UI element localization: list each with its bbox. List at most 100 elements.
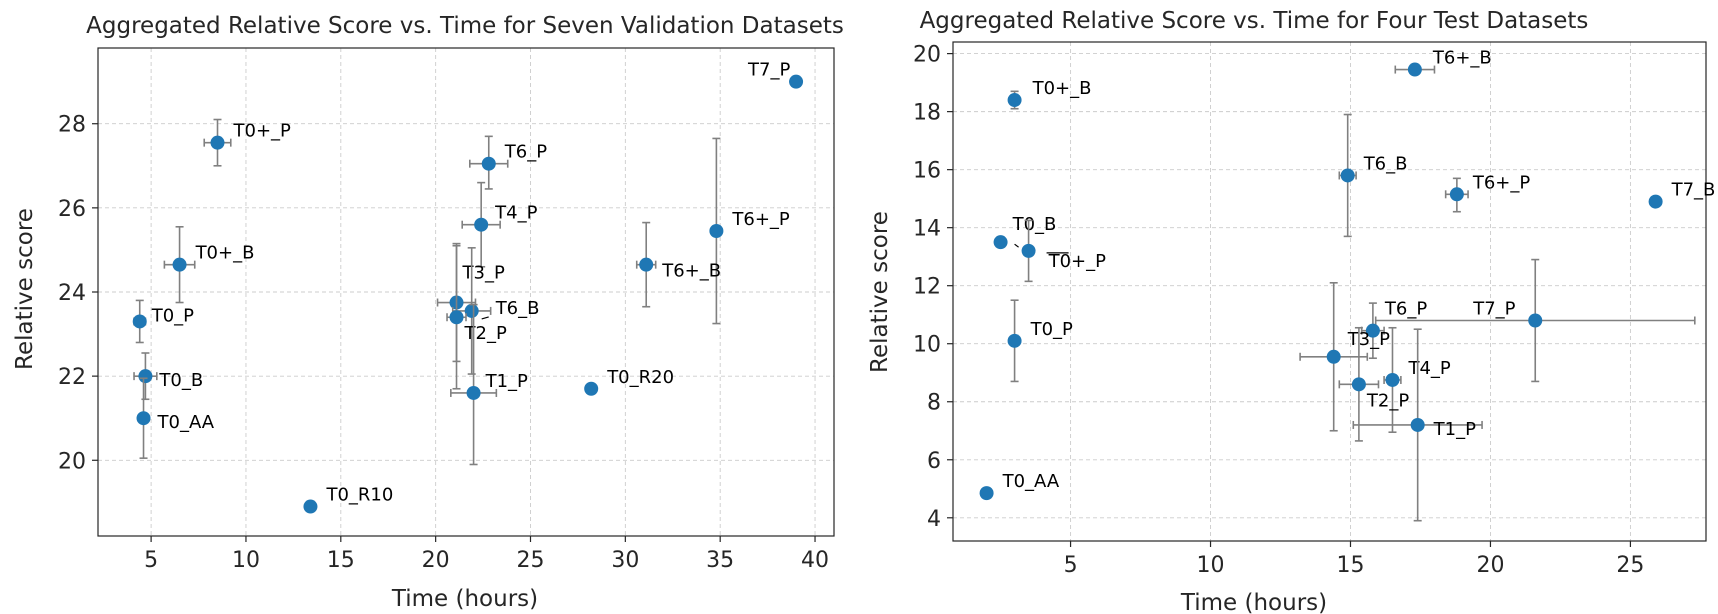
label-leader [481, 316, 489, 320]
x-tick-label: 30 [611, 548, 639, 573]
y-tick-label: 12 [913, 275, 941, 300]
grid [98, 48, 834, 536]
point-label: T0_AA [157, 412, 215, 433]
data-point [136, 411, 151, 426]
data-point [303, 499, 318, 514]
data-point-group: T7_P [747, 60, 804, 89]
point-label: T7_P [747, 60, 790, 81]
data-point-group: T7_P [1374, 258, 1696, 383]
data-point-group: T0_B [993, 214, 1057, 250]
y-axis-label: Relative score [867, 211, 893, 373]
data-point-group: T0_B [133, 352, 203, 401]
data-point-group: T6+_B [1394, 48, 1492, 77]
y-tick-label: 24 [58, 281, 86, 306]
data-point [979, 486, 994, 501]
point-label: T0+_B [1032, 78, 1092, 99]
data-point [1007, 333, 1022, 348]
point-label: T0+_P [1048, 251, 1107, 272]
point-label: T0+_B [195, 243, 255, 264]
data-point-group: T7_B [1648, 180, 1716, 209]
data-point [1365, 323, 1380, 338]
data-point [1410, 417, 1425, 432]
point-label: T7_B [1671, 180, 1716, 201]
data-point [1021, 243, 1036, 258]
point-label: T0_B [1012, 214, 1057, 235]
point-label: T6_B [1363, 153, 1408, 174]
data-point [172, 257, 187, 272]
point-label: T6_P [1384, 299, 1427, 320]
point-label: T3_P [462, 263, 505, 284]
test-scatter-panel: Aggregated Relative Score vs. Time for F… [867, 8, 1715, 614]
data-point [466, 385, 481, 400]
chart-title: Aggregated Relative Score vs. Time for F… [920, 8, 1589, 34]
point-label: T2_P [1366, 390, 1409, 411]
data-point-group: T0+_P [1021, 219, 1107, 283]
point-label: T1_P [485, 371, 528, 392]
data-point [1351, 377, 1366, 392]
x-tick-label: 20 [422, 548, 450, 573]
data-point [132, 314, 147, 329]
plot-frame [97, 47, 835, 537]
data-point [481, 156, 496, 171]
x-tick-label: 10 [1197, 553, 1225, 578]
data-point [1385, 372, 1400, 387]
plot-frame [952, 41, 1707, 542]
x-tick-label: 15 [1336, 553, 1364, 578]
point-label: T0_B [158, 370, 203, 391]
data-point-group: T0_R10 [303, 485, 393, 514]
y-tick-label: 10 [913, 333, 941, 358]
x-tick-label: 5 [1064, 553, 1078, 578]
data-point [1648, 194, 1663, 209]
x-tick-label: 25 [516, 548, 544, 573]
x-tick-label: 5 [144, 548, 158, 573]
point-label: T0_P [151, 305, 194, 326]
y-axis-label: Relative score [12, 208, 38, 370]
validation-scatter-panel: Aggregated Relative Score vs. Time for S… [12, 13, 844, 612]
data-point [1340, 168, 1355, 183]
data-point [993, 235, 1008, 250]
point-label: T6_P [504, 142, 547, 163]
x-tick-label: 40 [801, 548, 829, 573]
point-label: T6+_B [661, 261, 721, 282]
data-point-group: T0_R20 [584, 367, 674, 396]
point-label: T6+_P [1472, 172, 1531, 193]
data-point [789, 74, 804, 89]
data-point [1528, 313, 1543, 328]
data-point-group: T0_P [132, 299, 194, 344]
x-axis-label: Time (hours) [1180, 590, 1327, 614]
data-point-group: T6+_P [1444, 172, 1531, 213]
data-point [1407, 62, 1422, 77]
data-point-group: T0_AA [136, 377, 215, 459]
data-point [639, 257, 654, 272]
y-tick-label: 22 [58, 365, 86, 390]
y-tick-label: 8 [927, 391, 941, 416]
point-label: T0_R10 [325, 485, 393, 506]
point-label: T0_P [1030, 319, 1073, 340]
data-point [464, 303, 479, 318]
data-point-group: T3_P [1299, 281, 1390, 432]
point-label: T0+_P [233, 121, 292, 142]
x-tick-label: 15 [327, 548, 355, 573]
data-point-group: T0_P [1007, 299, 1073, 383]
data-point [1326, 349, 1341, 364]
y-tick-label: 6 [927, 449, 941, 474]
data-point-group: T0+_B [163, 225, 255, 304]
label-leader [1014, 243, 1019, 248]
data-point-group: T6+_B [635, 221, 721, 308]
data-point-group: T4_P [461, 181, 538, 268]
point-label: T2_P [464, 323, 507, 344]
point-label: T3_P [1347, 329, 1390, 350]
data-point-group: T1_P [450, 303, 528, 466]
point-label: T0_AA [1002, 471, 1060, 492]
data-point [709, 224, 724, 238]
data-point [474, 217, 489, 232]
data-point-group: T6_P [468, 135, 547, 190]
data-point-group: T1_P [1352, 328, 1483, 522]
data-point [449, 310, 464, 325]
point-label: T1_P [1433, 419, 1476, 440]
point-label: T4_P [1407, 358, 1450, 379]
y-tick-label: 18 [913, 101, 941, 126]
point-label: T0_R20 [606, 367, 674, 388]
data-point [1007, 93, 1022, 108]
